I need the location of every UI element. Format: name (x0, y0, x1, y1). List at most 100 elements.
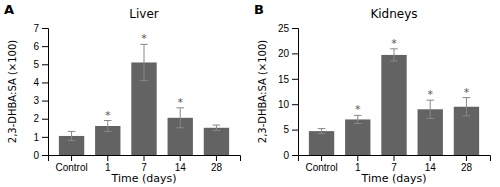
annotation: * (141, 32, 147, 45)
x-axis: Control171428 (299, 155, 491, 173)
y-tick-label: 0 (33, 150, 39, 161)
annotations: *** (105, 32, 183, 121)
panel: ALiver***Control17142801234567Time (days… (4, 2, 241, 185)
y-tick-mark (42, 119, 48, 120)
y-tick: 5 (283, 124, 298, 135)
y-tick-mark (42, 137, 48, 138)
y-axis-title: 2,3-DHBA:SA (×100) (7, 40, 18, 144)
y-tick: 20 (278, 48, 298, 59)
y-axis-line (292, 29, 299, 156)
annotation: * (355, 103, 361, 116)
error-bar-cap (68, 131, 76, 132)
y-tick: 3 (33, 95, 48, 106)
x-tick: 7 (141, 155, 147, 173)
y-tick-label: 0 (283, 150, 289, 161)
plot: Liver***Control17142801234567Time (days)… (7, 7, 241, 185)
y-tick-mark (42, 28, 48, 29)
error-bar-cap (426, 118, 434, 119)
x-tick-mark (180, 155, 181, 161)
y-tick-label: 10 (278, 99, 290, 110)
y-tick: 4 (33, 77, 48, 88)
x-tick: 1 (105, 155, 111, 173)
y-tick: 25 (278, 23, 298, 34)
y-tick: 15 (278, 74, 298, 85)
x-tick: 28 (461, 155, 473, 173)
error-bar-stem (466, 98, 467, 116)
error-bar-stem (321, 129, 322, 134)
bar (204, 128, 229, 155)
x-axis-title: Time (days) (361, 172, 427, 185)
y-tick-label: 15 (278, 74, 290, 85)
x-tick: 28 (211, 155, 223, 173)
y-tick-label: 7 (33, 23, 39, 34)
x-tick-label: Control (55, 162, 87, 173)
x-tick-label: 28 (461, 162, 473, 173)
x-tick-label: Control (305, 162, 337, 173)
figure: ALiver***Control17142801234567Time (days… (0, 0, 500, 187)
error-bar (390, 49, 398, 61)
y-tick-mark (292, 53, 298, 54)
error-bar (140, 44, 148, 80)
y-tick-mark (42, 101, 48, 102)
error-bar-cap (140, 80, 148, 81)
plot: Kidneys****Control1714280510152025Time (… (257, 7, 491, 185)
y-tick: 1 (33, 132, 48, 143)
error-bar-stem (180, 108, 181, 128)
y-tick: 6 (33, 41, 48, 52)
title: Liver (129, 7, 159, 21)
x-tick: 1 (355, 155, 361, 173)
x-axis-title: Time (days) (111, 172, 177, 185)
y-tick-mark (42, 155, 48, 156)
y-tick-label: 4 (33, 77, 39, 88)
annotation: * (464, 86, 470, 99)
y-axis: 0 1 2 3 4 5 6 7 (33, 23, 48, 161)
bar (309, 131, 334, 155)
error-bar-stem (216, 125, 217, 130)
x-tick-mark (216, 155, 217, 161)
y-tick-mark (42, 64, 48, 65)
y-tick: 2 (33, 113, 48, 124)
x-tick-mark (357, 155, 358, 161)
error-bar-cap (390, 61, 398, 62)
y-tick-mark (42, 82, 48, 83)
x-tick-mark (107, 155, 108, 161)
y-tick-label: 5 (33, 59, 39, 70)
error-bar-cap (318, 133, 326, 134)
x-tick-mark (430, 155, 431, 161)
x-axis: Control171428 (49, 155, 241, 173)
error-bar-cap (213, 125, 221, 126)
x-tick-label: 1 (355, 162, 361, 173)
y-tick-mark (292, 79, 298, 80)
error-bar-cap (176, 127, 184, 128)
annotations: **** (355, 37, 470, 117)
error-bar (463, 98, 471, 116)
title: Kidneys (370, 7, 417, 21)
y-axis: 0 5 10 15 20 25 (278, 23, 299, 161)
y-tick: 0 (283, 150, 298, 161)
x-tick-mark (71, 155, 72, 161)
error-bar-cap (104, 131, 112, 132)
y-tick: 5 (33, 59, 48, 70)
error-bar-cap (318, 128, 326, 129)
y-tick-mark (292, 28, 298, 29)
error-bar (318, 129, 326, 134)
marks (309, 49, 479, 155)
y-tick-label: 3 (33, 95, 39, 106)
error-bar-cap (463, 115, 471, 116)
annotation: * (105, 109, 111, 122)
error-bar-stem (394, 49, 395, 61)
marks (59, 44, 229, 155)
y-tick-label: 6 (33, 41, 39, 52)
x-tick-mark (466, 155, 467, 161)
error-bar-stem (357, 115, 358, 123)
x-axis-line (299, 156, 491, 162)
panel-label: B (254, 2, 264, 17)
error-bar (68, 131, 76, 140)
panel: BKidneys****Control1714280510152025Time … (254, 2, 491, 185)
x-tick: 7 (391, 155, 397, 173)
error-bar (104, 121, 112, 132)
x-tick-mark (144, 155, 145, 161)
error-bar (426, 100, 434, 118)
error-bar-cap (68, 140, 76, 141)
y-tick: 10 (278, 99, 298, 110)
